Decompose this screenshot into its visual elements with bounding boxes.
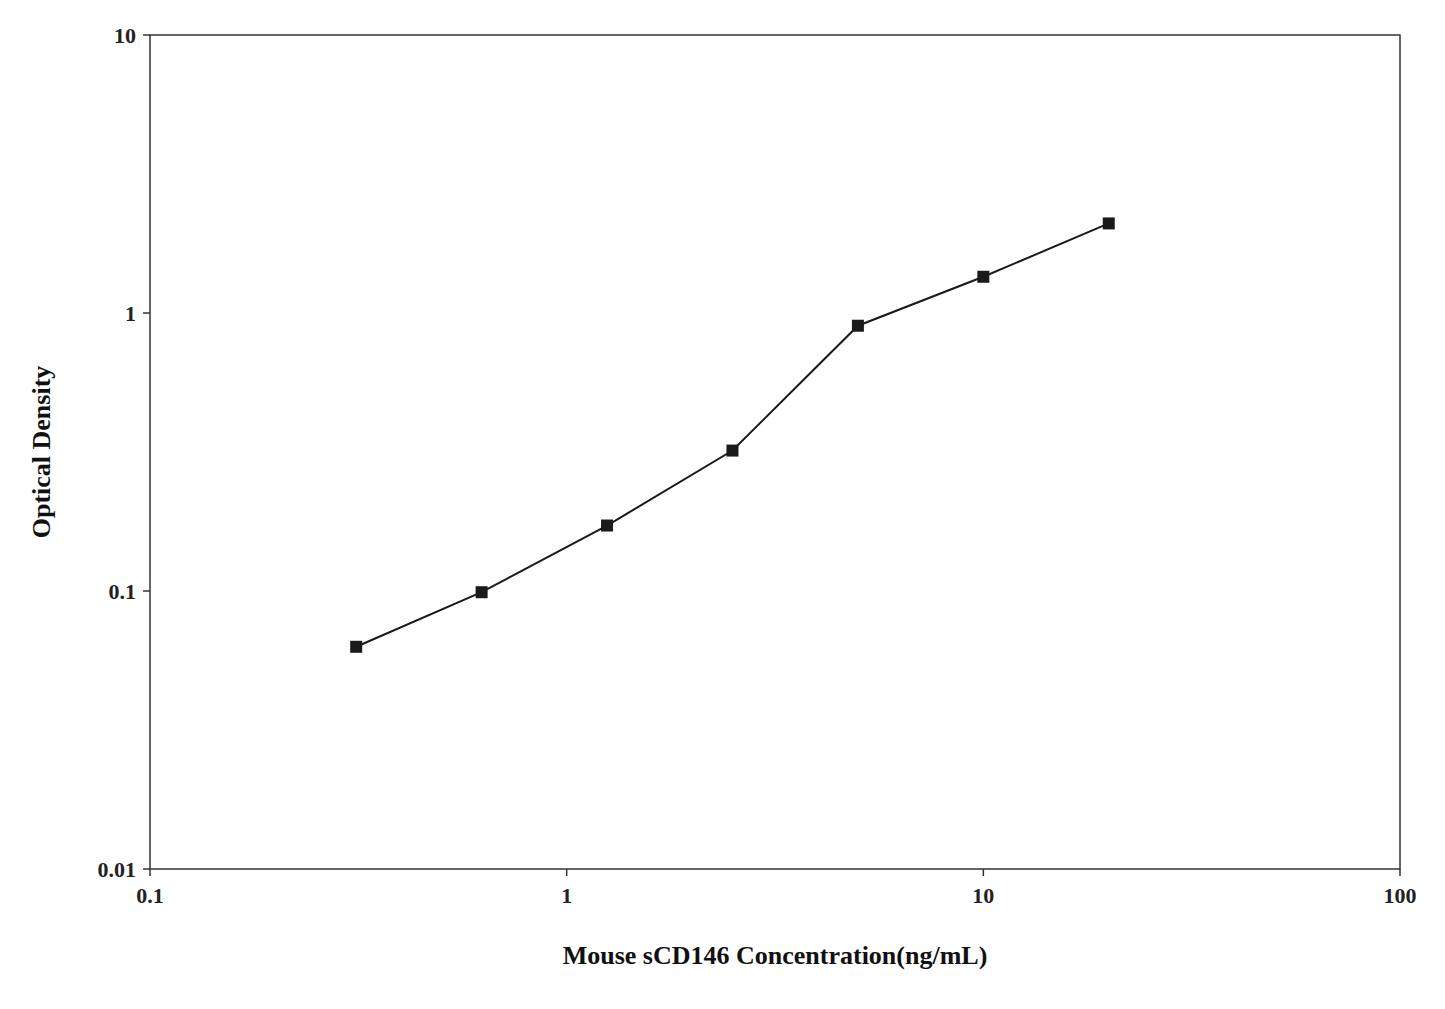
x-tick-label: 100: [1384, 883, 1417, 908]
plot-frame: [150, 35, 1400, 869]
x-tick: [149, 869, 151, 876]
marker: [476, 586, 488, 598]
marker: [852, 320, 864, 332]
y-tick: [143, 34, 150, 36]
marker: [350, 641, 362, 653]
data: [350, 217, 1115, 652]
marker: [726, 445, 738, 457]
y-tick-label: 1: [125, 301, 136, 326]
y-tick-label: 10: [114, 23, 136, 48]
y-tick: [143, 868, 150, 870]
x-tick: [983, 869, 985, 876]
x-tick: [1399, 869, 1401, 876]
x-tick-label: 0.1: [136, 883, 164, 908]
marker: [977, 271, 989, 283]
line: [356, 223, 1109, 646]
x-tick-label: 1: [561, 883, 572, 908]
marker: [601, 520, 613, 532]
y-axis-label: Optical Density: [27, 366, 56, 539]
y-tick: [143, 312, 150, 314]
x-tick: [566, 869, 568, 876]
marker: [1103, 217, 1115, 229]
y-tick: [143, 590, 150, 592]
chart: 0.11101000.010.1110Mouse sCD146 Concentr…: [0, 0, 1445, 1009]
chart-container: 0.11101000.010.1110Mouse sCD146 Concentr…: [0, 0, 1445, 1009]
y-tick-label: 0.01: [98, 857, 137, 882]
x-axis-label: Mouse sCD146 Concentration(ng/mL): [563, 941, 988, 970]
x-tick-label: 10: [972, 883, 994, 908]
axes: 0.11101000.010.1110: [98, 23, 1417, 909]
y-tick-label: 0.1: [109, 579, 137, 604]
